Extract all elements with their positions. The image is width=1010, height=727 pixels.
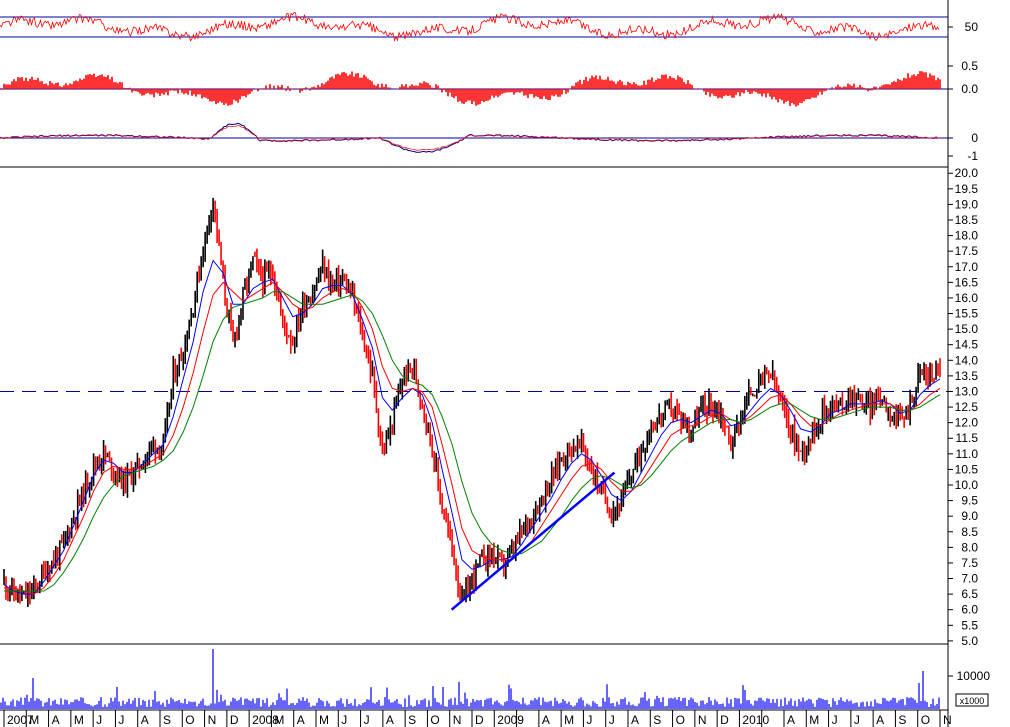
oscillator-tick-label: -1: [967, 149, 978, 163]
x-tick-label: A: [297, 713, 305, 727]
price-tick-label: 17.0: [955, 260, 979, 274]
price-panel: [0, 197, 948, 611]
x-tick-label: J: [854, 713, 860, 727]
price-tick-label: 8.5: [961, 525, 978, 539]
x-tick-label: M: [564, 713, 574, 727]
price-tick-label: 18.0: [955, 229, 979, 243]
x-tick-label: N: [943, 713, 952, 727]
x-tick-label: S: [163, 713, 171, 727]
price-tick-label: 18.5: [955, 213, 979, 227]
price-tick-label: 9.0: [961, 509, 978, 523]
x-tick-label: J: [832, 713, 838, 727]
support-trendline: [450, 471, 616, 611]
price-tick-label: 12.0: [955, 416, 979, 430]
price-tick-label: 8.0: [961, 540, 978, 554]
price-tick-label: 20.0: [955, 166, 979, 180]
x-tick-label: J: [364, 713, 370, 727]
x-tick-label: J: [341, 713, 347, 727]
price-tick-label: 7.5: [961, 556, 978, 570]
x-tick-label: D: [475, 713, 484, 727]
x-tick-label: A: [52, 713, 60, 727]
oscillator-tick-label: 0: [971, 131, 978, 145]
x-tick-label: M: [809, 713, 819, 727]
price-tick-label: 5.5: [961, 618, 978, 632]
ma-short-line: [3, 259, 941, 595]
oscillator-panel: [0, 122, 948, 153]
price-tick-label: 13.5: [955, 369, 979, 383]
price-tick-label: 6.0: [961, 603, 978, 617]
rsi-panel: [0, 12, 948, 42]
price-tick-label: 15.0: [955, 322, 979, 336]
x-tick-label: O: [921, 713, 930, 727]
price-tick-label: 17.5: [955, 244, 979, 258]
x-tick-label: N: [698, 713, 707, 727]
x-tick-label: J: [586, 713, 592, 727]
x-tick-label: S: [408, 713, 416, 727]
x-tick-label: 2009: [497, 713, 524, 727]
price-tick-label: 6.5: [961, 587, 978, 601]
ma-mid-line: [4, 281, 941, 595]
price-tick-label: 19.5: [955, 182, 979, 196]
x-tick-label: 2008: [252, 713, 279, 727]
oscillator-signal-line: [0, 125, 941, 151]
volume-unit-box: [955, 693, 989, 707]
x-tick-label: 2010: [742, 713, 769, 727]
momentum-tick-label: 0.5: [961, 59, 978, 73]
rsi-line: [0, 12, 940, 42]
price-tick-label: 16.5: [955, 275, 979, 289]
volume-panel: [0, 649, 940, 709]
price-tick-label: 19.0: [955, 197, 979, 211]
x-tick-label: A: [386, 713, 394, 727]
x-tick-label: S: [898, 713, 906, 727]
price-tick-label: 13.0: [955, 384, 979, 398]
volume-unit-label: x1000: [960, 696, 985, 706]
panel-frames: [0, 0, 949, 727]
x-tick-label: 2007: [7, 713, 34, 727]
rsi-tick-label: 50: [965, 20, 979, 34]
x-tick-label: A: [787, 713, 795, 727]
x-tick-label: S: [653, 713, 661, 727]
x-tick-label: M: [274, 713, 284, 727]
x-tick-label: D: [230, 713, 239, 727]
x-tick-label: M: [29, 713, 39, 727]
volume-tick-label: 10000: [957, 669, 991, 683]
x-tick-label: M: [319, 713, 329, 727]
x-tick-label: O: [185, 713, 194, 727]
x-tick-label: N: [208, 713, 217, 727]
price-tick-label: 15.5: [955, 307, 979, 321]
x-tick-label: A: [876, 713, 884, 727]
momentum-tick-label: 0.0: [961, 82, 978, 96]
x-tick-label: D: [720, 713, 729, 727]
price-bars: [3, 197, 941, 608]
price-tick-label: 11.0: [956, 447, 979, 461]
price-tick-label: 12.5: [955, 400, 979, 414]
price-tick-label: 14.0: [955, 353, 979, 367]
x-tick-label: M: [74, 713, 84, 727]
x-tick-label: J: [118, 713, 124, 727]
price-tick-label: 16.0: [955, 291, 979, 305]
momentum-panel: [0, 71, 948, 107]
price-tick-label: 9.5: [961, 494, 978, 508]
x-tick-label: J: [609, 713, 615, 727]
x-tick-label: J: [96, 713, 102, 727]
price-tick-label: 5.0: [961, 634, 978, 648]
y-axes: 5.05.56.06.57.07.58.08.59.09.510.010.511…: [948, 20, 991, 707]
price-tick-label: 11.5: [956, 431, 979, 445]
price-tick-label: 10.0: [955, 478, 979, 492]
x-tick-label: O: [430, 713, 439, 727]
price-tick-label: 10.5: [955, 462, 979, 476]
x-tick-label: N: [453, 713, 462, 727]
ma-long-line: [4, 291, 941, 592]
x-tick-label: A: [631, 713, 639, 727]
x-tick-label: A: [141, 713, 149, 727]
x-tick-label: O: [676, 713, 685, 727]
x-tick-label: A: [542, 713, 550, 727]
price-tick-label: 14.5: [955, 338, 979, 352]
price-tick-label: 7.0: [961, 572, 978, 586]
